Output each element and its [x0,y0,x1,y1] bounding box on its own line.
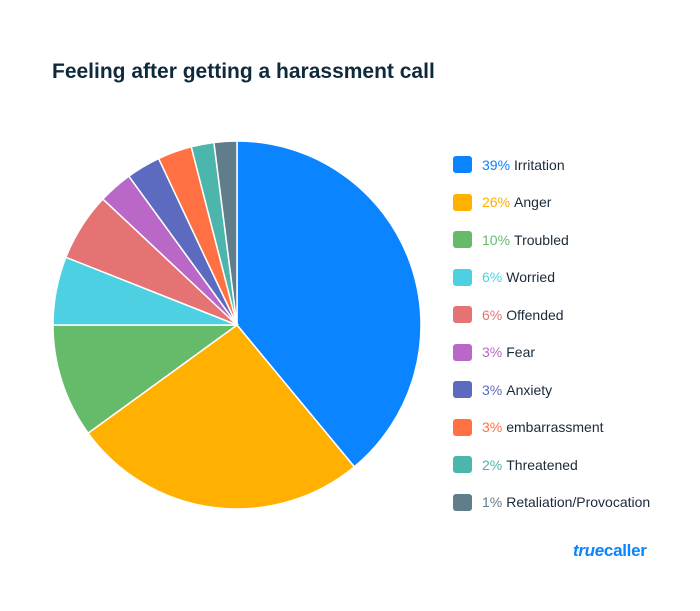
legend-item: 3% Fear [453,334,650,372]
legend-swatch [453,493,472,511]
legend-swatch [453,456,472,474]
legend-percent: 1% [482,494,503,511]
legend-label: Troubled [514,231,569,248]
legend-item: 6% Offended [453,296,650,334]
pie-slice-troubled [52,324,240,435]
legend-swatch [453,306,472,324]
legend-swatch [453,193,472,211]
legend-swatch [453,231,472,249]
legend-item: 3% embarrassment [453,409,650,447]
legend-label: embarrassment [506,419,604,436]
legend-item: 6% Worried [453,259,650,297]
legend-item: 10% Troubled [453,221,650,259]
legend-percent: 26% [482,194,511,211]
legend-label: Retaliation/Provocation [506,494,651,511]
legend-label: Threatened [506,456,578,473]
legend-percent: 3% [482,344,503,361]
legend: 39% Irritation 26% Anger 10% Troubled 6% Worrie… [453,146,650,521]
legend-swatch [453,268,472,286]
legend-swatch [453,343,472,361]
legend-item: 3% Anxiety [453,371,650,409]
legend-percent: 3% [482,381,503,398]
legend-label: Fear [506,344,536,361]
legend-percent: 39% [482,156,511,173]
legend-item: 26% Anger [453,184,650,222]
legend-percent: 3% [482,419,503,436]
legend-percent: 6% [482,269,503,286]
legend-percent: 2% [482,456,503,473]
legend-item: 1% Retaliation/Provocation [453,484,650,522]
legend-label: Anger [514,194,552,211]
legend-label: Worried [506,269,555,286]
pie-slice-retaliation-provocation [213,140,238,326]
legend-label: Anxiety [506,381,553,398]
pie-slice-anger [87,323,356,510]
legend-label: Irritation [514,156,565,173]
legend-item: 39% Irritation [453,146,650,184]
legend-percent: 10% [482,231,511,248]
pie-slice-irritation [236,140,422,468]
legend-item: 2% Threatened [453,446,650,484]
legend-percent: 6% [482,306,503,323]
truecaller-logo: truecaller [573,541,647,560]
legend-swatch [453,156,472,174]
chart-title: Feeling after getting a harassment call [52,60,435,83]
legend-swatch [453,381,472,399]
legend-swatch [453,418,472,436]
legend-label: Offended [506,306,564,323]
